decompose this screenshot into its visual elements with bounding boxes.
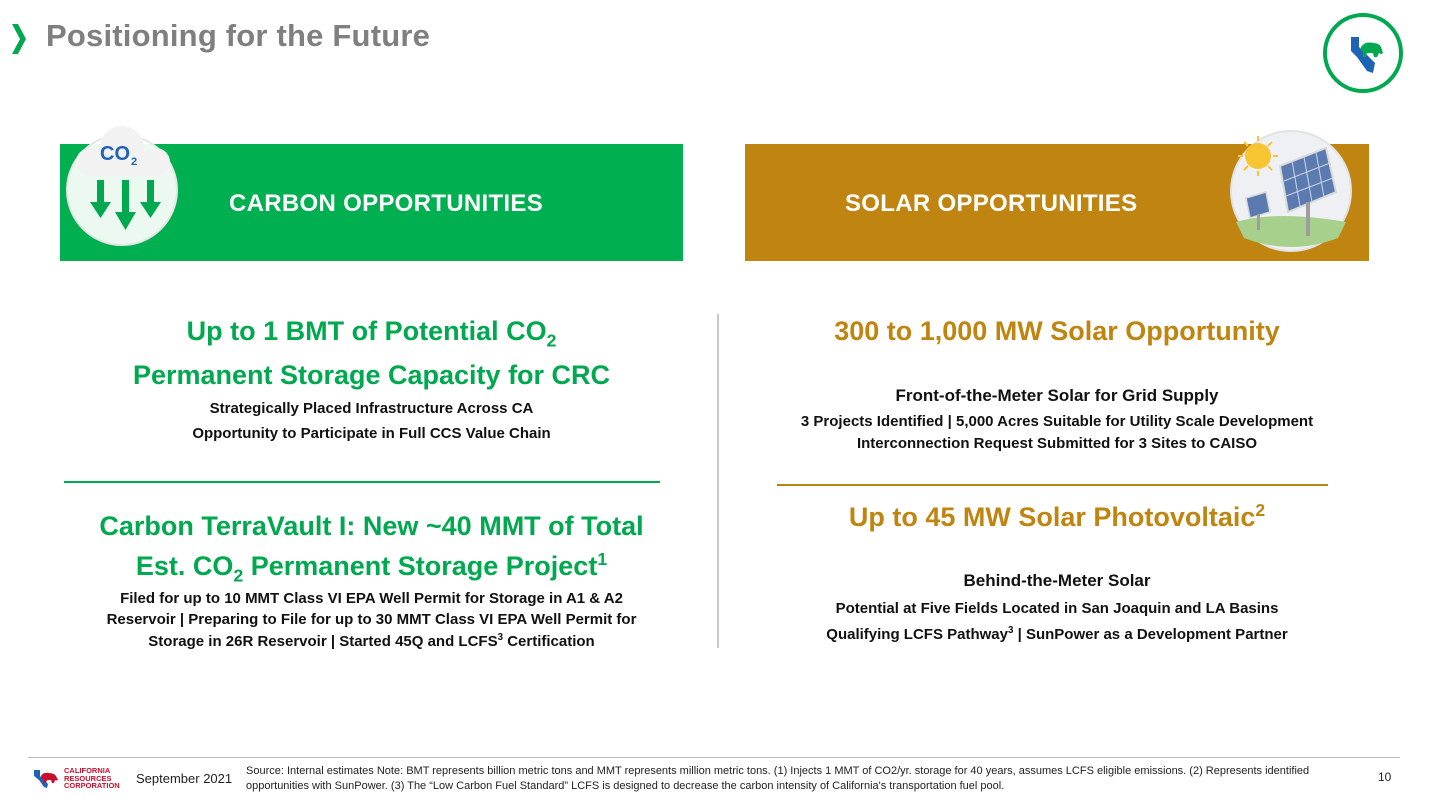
solar-headline-2-superscript: 2 <box>1255 500 1266 520</box>
carbon-headline-2: Carbon TerraVault I: New ~40 MMT of Tota… <box>99 511 644 541</box>
solar-headline-1: 300 to 1,000 MW Solar Opportunity <box>834 316 1280 346</box>
solar-headline-2-text: Up to 45 MW Solar Photovoltaic <box>848 502 1256 532</box>
solar-line-3: Potential at Five Fields Located in San … <box>835 600 1279 617</box>
carbon-headline-1b: Permanent Storage Capacity for CRC <box>132 360 611 390</box>
crc-name-line-3: CORPORATION <box>64 781 120 791</box>
solar-line-4-post: | SunPower as a Development Partner <box>1013 626 1288 643</box>
carbon-line-2: Opportunity to Participate in Full CCS V… <box>192 425 551 442</box>
carbon-headline-1-text: Up to 1 BMT of Potential CO <box>186 316 547 346</box>
solar-subhead-2: Behind-the-Meter Solar <box>963 571 1151 590</box>
carbon-headline-2b-subscript: 2 <box>233 565 244 586</box>
page-title: Positioning for the Future <box>46 18 431 53</box>
carbon-headline-2b: Est. CO2 Permanent Storage Project1 <box>60 549 683 586</box>
carbon-headline-2b-pre: Est. CO <box>135 551 234 581</box>
carbon-separator <box>64 481 660 483</box>
carbon-headline-2b-post: Permanent Storage Project <box>243 551 598 581</box>
carbon-detail-3-post: Certification <box>503 633 595 650</box>
solar-banner-label: SOLAR OPPORTUNITIES <box>845 190 1138 217</box>
co2-subscript: 2 <box>131 156 137 168</box>
crc-name-line-1: CALIFORNIA <box>64 766 111 775</box>
column-divider <box>717 314 719 648</box>
co2-down-arrows-icon: CO 2 <box>66 126 178 246</box>
chevron-right-icon <box>12 24 26 54</box>
page-number: 10 <box>1378 770 1392 784</box>
solar-subhead-1: Front-of-the-Meter Solar for Grid Supply <box>895 386 1219 405</box>
california-bear-icon <box>1351 37 1383 73</box>
co2-label: CO <box>100 143 130 165</box>
crc-california-bear-logo <box>34 770 58 788</box>
solar-line-2: Interconnection Request Submitted for 3 … <box>856 435 1258 452</box>
company-logo <box>1323 13 1403 93</box>
footer-date: September 2021 <box>136 771 233 786</box>
solar-separator <box>777 484 1328 486</box>
solar-line-4-pre: Qualifying LCFS Pathway <box>826 626 1008 643</box>
carbon-headline-1-subscript: 2 <box>546 330 557 351</box>
carbon-detail-3: Storage in 26R Reservoir | Started 45Q a… <box>60 632 683 650</box>
sun-solar-panel-icon <box>1230 130 1352 252</box>
crc-name-line-2: RESOURCES <box>64 773 112 783</box>
solar-line-4-superscript: 3 <box>1007 625 1014 636</box>
carbon-detail-2: Reservoir | Preparing to File for up to … <box>106 611 637 628</box>
footer-source-note: Source: Internal estimates Note: BMT rep… <box>246 765 1310 792</box>
footer-separator <box>28 757 1400 758</box>
carbon-detail-1: Filed for up to 10 MMT Class VI EPA Well… <box>120 590 623 607</box>
solar-line-4: Qualifying LCFS Pathway3 | SunPower as a… <box>745 625 1369 643</box>
carbon-detail-3-superscript: 3 <box>497 632 504 643</box>
carbon-headline-2b-superscript: 1 <box>597 549 608 569</box>
carbon-banner-label: CARBON OPPORTUNITIES <box>229 190 544 217</box>
carbon-headline-1: Up to 1 BMT of Potential CO2 <box>60 316 683 351</box>
crc-company-name: CALIFORNIA RESOURCES CORPORATION <box>64 767 120 790</box>
solar-headline-2: Up to 45 MW Solar Photovoltaic2 <box>745 500 1369 533</box>
solar-line-1: 3 Projects Identified | 5,000 Acres Suit… <box>800 413 1314 430</box>
carbon-line-1: Strategically Placed Infrastructure Acro… <box>209 400 534 417</box>
carbon-detail-3-pre: Storage in 26R Reservoir | Started 45Q a… <box>148 633 498 650</box>
